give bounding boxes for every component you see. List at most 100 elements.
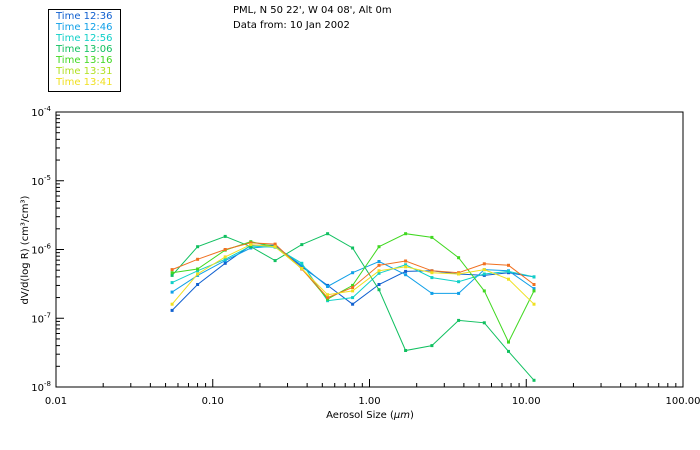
data-point xyxy=(377,245,381,249)
legend-item: Time 13:31 xyxy=(56,66,113,77)
data-point xyxy=(404,263,408,267)
y-tick-label: 10-7 xyxy=(31,311,51,325)
data-point xyxy=(532,289,536,293)
data-point xyxy=(507,263,510,267)
x-tick-label: 1.00 xyxy=(358,396,380,407)
data-point xyxy=(249,241,253,245)
x-tick-label: 0.10 xyxy=(202,396,224,407)
y-tick-label: 10-5 xyxy=(31,174,51,188)
data-point xyxy=(482,272,486,276)
data-point xyxy=(430,235,434,239)
data-point xyxy=(196,269,200,273)
data-point xyxy=(326,299,330,303)
data-point xyxy=(326,232,330,236)
data-point xyxy=(404,273,408,277)
data-point xyxy=(273,245,277,249)
data-point xyxy=(351,271,355,275)
data-point xyxy=(300,267,304,270)
data-point xyxy=(507,269,510,273)
data-point xyxy=(223,261,227,265)
y-tick-label: 10-6 xyxy=(31,243,51,257)
data-point xyxy=(482,321,486,325)
data-point xyxy=(223,248,227,251)
data-point xyxy=(507,277,510,281)
data-point xyxy=(404,269,408,273)
data-point xyxy=(532,302,536,306)
data-point xyxy=(351,296,355,300)
data-point xyxy=(404,232,408,236)
legend-item: Time 12:36 xyxy=(56,11,113,22)
x-tick-label: 100.00 xyxy=(666,396,700,407)
data-point xyxy=(196,267,200,271)
data-point xyxy=(532,378,536,382)
data-point xyxy=(507,340,510,344)
data-point xyxy=(377,271,381,275)
x-tick-label: 10.00 xyxy=(512,396,541,407)
data-point xyxy=(249,245,253,249)
data-point xyxy=(223,234,227,238)
x-axis: 0.01 0.10 1.00 10.00 100.00 xyxy=(45,379,700,407)
legend-item: Time 12:46 xyxy=(56,22,113,33)
data-point xyxy=(170,281,174,285)
data-point xyxy=(457,280,461,284)
data-point xyxy=(457,291,461,295)
plot-frame xyxy=(55,111,684,388)
data-point xyxy=(482,262,486,266)
x-axis-label: Aerosol Size (µm) xyxy=(326,410,414,421)
data-point xyxy=(326,296,330,300)
series-layer xyxy=(170,232,536,382)
legend: Time 12:36 Time 12:46 Time 12:56 Time 13… xyxy=(48,9,121,92)
data-point xyxy=(532,283,536,286)
series-line xyxy=(171,244,535,311)
y-tick-label: 10-8 xyxy=(31,380,51,394)
data-point xyxy=(430,344,434,348)
data-point xyxy=(351,289,355,293)
data-point xyxy=(404,349,408,352)
y-axis-label: dV/d(log R) (cm³/cm³) xyxy=(20,195,31,304)
data-point xyxy=(300,243,304,247)
data-point xyxy=(351,246,355,250)
x-tick-label: 0.01 xyxy=(45,396,67,407)
data-point xyxy=(532,275,536,279)
data-point xyxy=(377,260,381,263)
data-point xyxy=(430,291,434,295)
data-point xyxy=(300,261,304,265)
data-point xyxy=(351,283,355,287)
data-point xyxy=(170,302,174,306)
data-point xyxy=(300,263,304,267)
data-point xyxy=(457,256,461,260)
data-point xyxy=(249,243,253,247)
data-point xyxy=(326,285,330,288)
data-point xyxy=(457,318,461,322)
station-info: PML, N 50 22', W 04 08', Alt 0m xyxy=(233,5,392,16)
data-point xyxy=(196,272,200,276)
data-point xyxy=(170,308,174,312)
data-point xyxy=(532,287,536,291)
data-point xyxy=(457,272,461,276)
data-point xyxy=(351,302,355,306)
data-point xyxy=(377,263,381,267)
data-point xyxy=(482,268,486,272)
data-point xyxy=(430,271,434,275)
data-point xyxy=(170,290,174,294)
data-point xyxy=(223,257,227,261)
data-point xyxy=(273,259,277,263)
data-point xyxy=(326,293,330,297)
data-point xyxy=(196,283,200,286)
y-tick-label: 10-4 xyxy=(31,105,51,119)
data-point xyxy=(430,276,434,280)
data-point xyxy=(196,257,200,261)
data-point xyxy=(507,349,510,353)
data-point xyxy=(404,259,408,263)
data-point xyxy=(170,273,174,277)
legend-item: Time 13:06 xyxy=(56,44,113,55)
y-axis: 10-8 10-7 10-6 10-5 10-4 xyxy=(31,105,64,394)
data-date: Data from: 10 Jan 2002 xyxy=(233,20,350,31)
data-point xyxy=(223,255,227,259)
legend-item: Time 12:56 xyxy=(56,33,113,44)
data-point xyxy=(377,269,381,273)
legend-item: Time 13:16 xyxy=(56,55,113,66)
data-point xyxy=(482,289,486,293)
data-point xyxy=(430,269,434,273)
